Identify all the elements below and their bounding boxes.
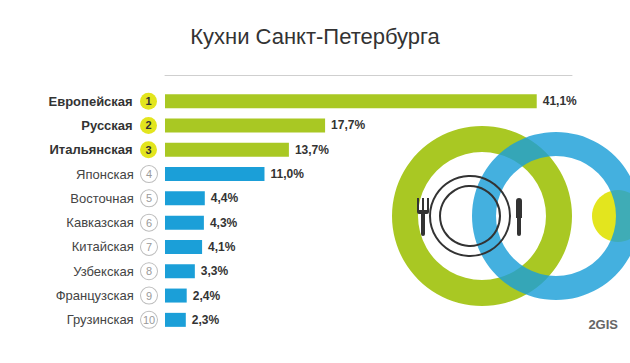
svg-text:3: 3 <box>145 144 151 156</box>
svg-text:Японская: Японская <box>76 167 134 182</box>
svg-text:13,7%: 13,7% <box>295 143 329 157</box>
svg-text:6: 6 <box>146 217 152 229</box>
svg-text:Восточная: Восточная <box>70 191 133 206</box>
svg-text:4,1%: 4,1% <box>208 240 236 254</box>
svg-text:Кухни Санкт-Петербурга: Кухни Санкт-Петербурга <box>190 24 440 49</box>
svg-text:Узбекская: Узбекская <box>73 264 133 279</box>
svg-text:Кавказская: Кавказская <box>66 215 133 230</box>
svg-text:Итальянская: Итальянская <box>49 142 132 157</box>
svg-text:9: 9 <box>146 290 152 302</box>
svg-text:Русская: Русская <box>81 118 132 133</box>
svg-text:2GIS: 2GIS <box>588 317 618 332</box>
svg-text:4,3%: 4,3% <box>210 216 238 230</box>
svg-text:10: 10 <box>143 314 155 326</box>
svg-text:2,4%: 2,4% <box>193 289 221 303</box>
svg-text:Французская: Французская <box>56 288 134 303</box>
svg-text:4: 4 <box>146 168 152 180</box>
svg-text:1: 1 <box>145 95 151 107</box>
svg-text:11,0%: 11,0% <box>270 167 304 181</box>
svg-text:7: 7 <box>146 241 152 253</box>
svg-text:Грузинская: Грузинская <box>67 312 134 327</box>
svg-text:17,7%: 17,7% <box>331 118 365 132</box>
svg-text:3,3%: 3,3% <box>201 264 229 278</box>
svg-text:8: 8 <box>146 265 152 277</box>
svg-text:4,4%: 4,4% <box>211 191 239 205</box>
svg-text:2,3%: 2,3% <box>192 313 220 327</box>
svg-text:5: 5 <box>146 192 152 204</box>
svg-text:2: 2 <box>145 119 151 131</box>
svg-text:Китайская: Китайская <box>72 239 134 254</box>
svg-text:Европейская: Европейская <box>48 94 132 109</box>
svg-text:41,1%: 41,1% <box>543 94 577 108</box>
